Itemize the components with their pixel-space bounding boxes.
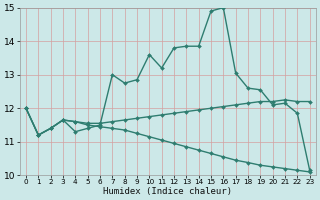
X-axis label: Humidex (Indice chaleur): Humidex (Indice chaleur)	[103, 187, 232, 196]
